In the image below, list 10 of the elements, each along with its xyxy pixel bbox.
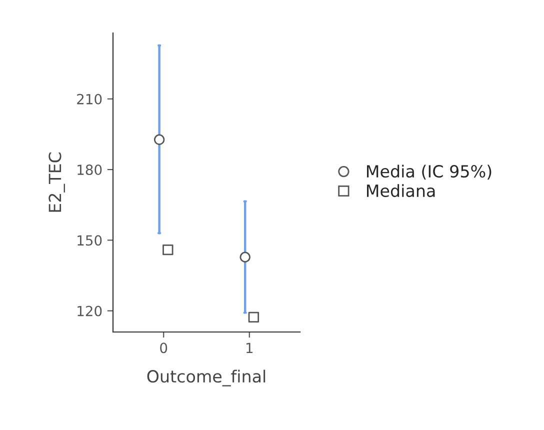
- x-tick-label: 1: [246, 342, 253, 353]
- y-tick-label: 210: [77, 94, 102, 104]
- y-axis-title: E2_TEC: [48, 152, 65, 212]
- legend-label: Mediana: [367, 184, 435, 198]
- x-tick-label: 0: [160, 342, 168, 354]
- legend-label: Media (IC 95%): [367, 164, 492, 180]
- y-tick-label: 150: [78, 235, 102, 246]
- x-axis-title: Outcome_final: [147, 370, 266, 386]
- y-tick-label: 120: [78, 306, 102, 316]
- y-tick-label: 180: [78, 164, 102, 176]
